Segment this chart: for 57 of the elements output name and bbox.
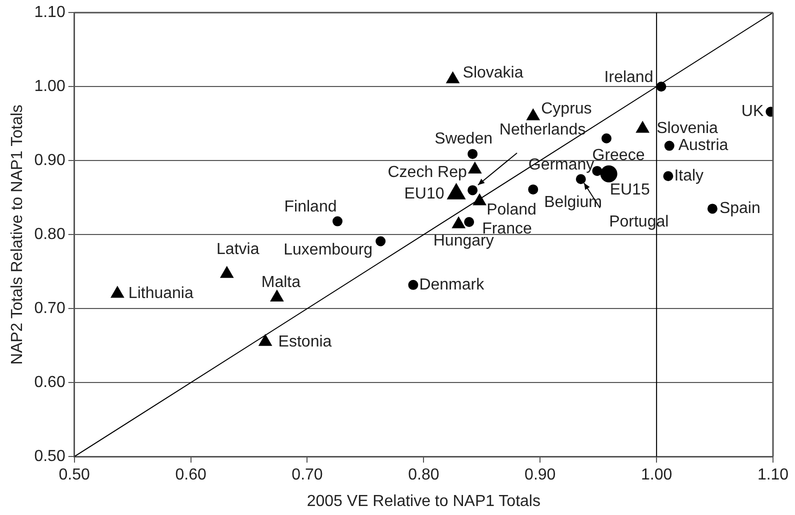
point	[656, 82, 666, 92]
annotation: Ireland	[604, 69, 654, 86]
point	[464, 217, 474, 228]
annotation: EU15	[610, 181, 650, 198]
point	[664, 140, 674, 151]
y-tick-label: 0.80	[34, 226, 66, 244]
annotation: Estonia	[278, 333, 332, 350]
x-tick-label: 0.70	[292, 466, 323, 484]
y-axis-title: NAP2 Totals Relative to NAP1 Totals	[9, 104, 26, 365]
annotation: Sweden	[434, 130, 492, 148]
point	[332, 216, 343, 226]
annotation: Czech Rep	[388, 164, 467, 181]
x-tick-label: 1.10	[757, 466, 789, 484]
point	[576, 174, 586, 184]
point	[663, 171, 674, 182]
point	[376, 236, 386, 246]
point	[707, 204, 718, 214]
annotation: Lithuania	[128, 285, 194, 302]
point	[468, 185, 478, 196]
annotation: Latvia	[216, 241, 260, 258]
x-tick-label: 0.60	[175, 466, 206, 484]
annotation: Poland	[486, 202, 536, 219]
point	[408, 280, 418, 290]
x-axis-title: 2005 VE Relative to NAP1 Totals	[306, 492, 540, 510]
annotation: EU10	[404, 185, 444, 202]
annotation: Denmark	[419, 276, 486, 294]
annotation: Netherlands	[499, 122, 586, 139]
y-tick-label: 0.50	[34, 448, 66, 466]
annotation: Slovakia	[462, 64, 524, 82]
annotation: Finland	[284, 198, 337, 216]
annotation: Malta	[261, 274, 301, 291]
annotation: UK	[741, 103, 764, 120]
annotation: Italy	[674, 168, 704, 185]
point	[468, 148, 478, 159]
y-tick-label: 0.70	[34, 300, 66, 318]
x-tick-label: 1.00	[640, 466, 672, 484]
y-tick-label: 0.90	[34, 152, 66, 170]
point	[452, 216, 466, 228]
annotation: Austria	[678, 137, 728, 154]
annotation: Spain	[719, 200, 760, 218]
point	[258, 334, 272, 346]
annotation: Slovenia	[656, 120, 718, 138]
annotation: Luxembourg	[284, 242, 373, 259]
point	[220, 266, 234, 278]
y-tick-label: 1.10	[34, 4, 66, 22]
y-tick-label: 0.60	[34, 374, 66, 392]
point	[270, 290, 284, 302]
x-tick-label: 0.90	[524, 466, 556, 484]
x-tick-label: 0.80	[408, 466, 440, 484]
annotation: Cyprus	[541, 100, 592, 118]
point	[600, 165, 618, 182]
point	[473, 194, 486, 206]
point	[110, 286, 124, 298]
y-tick-label: 1.00	[34, 78, 66, 96]
point	[528, 184, 538, 194]
x-tick-label: 0.50	[58, 466, 90, 484]
point	[601, 133, 612, 144]
